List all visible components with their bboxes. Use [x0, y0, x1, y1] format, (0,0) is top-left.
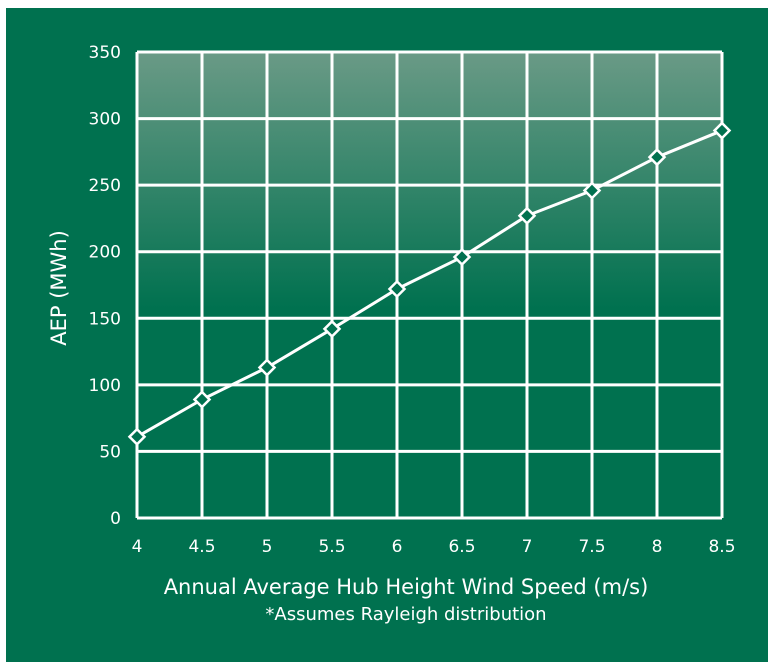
y-tick-label: 100 — [89, 376, 121, 396]
x-axis-title: Annual Average Hub Height Wind Speed (m/… — [164, 575, 649, 599]
y-tick-label: 150 — [89, 309, 121, 329]
x-tick-label: 5.5 — [318, 537, 345, 557]
x-tick-label: 4.5 — [188, 537, 215, 557]
data-point-marker — [647, 147, 667, 167]
y-tick-label: 350 — [89, 43, 121, 63]
data-point-marker — [452, 247, 472, 267]
data-point-marker — [192, 390, 212, 409]
y-tick-label: 0 — [110, 509, 121, 529]
series — [127, 121, 732, 447]
x-tick-label: 4 — [132, 537, 143, 557]
data-point-marker — [322, 319, 342, 339]
data-point-marker — [582, 181, 602, 200]
x-tick-label: 8 — [652, 537, 663, 557]
data-point-marker — [387, 279, 407, 299]
chart-note: *Assumes Rayleigh distribution — [265, 604, 546, 625]
x-tick-label: 5 — [262, 537, 273, 557]
y-tick-label: 250 — [89, 176, 121, 196]
tick-labels: 4 4.5 5 5.5 6 6.5 7 7.5 8 8.5 0 50 100 150 200 250 300 35… — [89, 43, 736, 557]
grid — [135, 50, 724, 520]
x-tick-label: 6.5 — [448, 537, 475, 557]
x-tick-label: 8.5 — [708, 537, 735, 557]
data-point-marker — [257, 358, 277, 377]
y-tick-label: 200 — [89, 243, 121, 263]
y-axis-title: AEP (MWh) — [47, 230, 71, 346]
y-tick-label: 50 — [99, 442, 121, 462]
series-line — [136, 129, 723, 439]
plot-area — [137, 52, 722, 518]
x-tick-label: 7 — [522, 537, 533, 557]
y-tick-label: 300 — [89, 110, 121, 130]
data-point-marker — [517, 206, 537, 226]
x-tick-label: 7.5 — [578, 537, 605, 557]
x-tick-label: 6 — [392, 537, 403, 557]
data-point-marker — [712, 121, 732, 140]
data-point-marker — [127, 427, 147, 447]
